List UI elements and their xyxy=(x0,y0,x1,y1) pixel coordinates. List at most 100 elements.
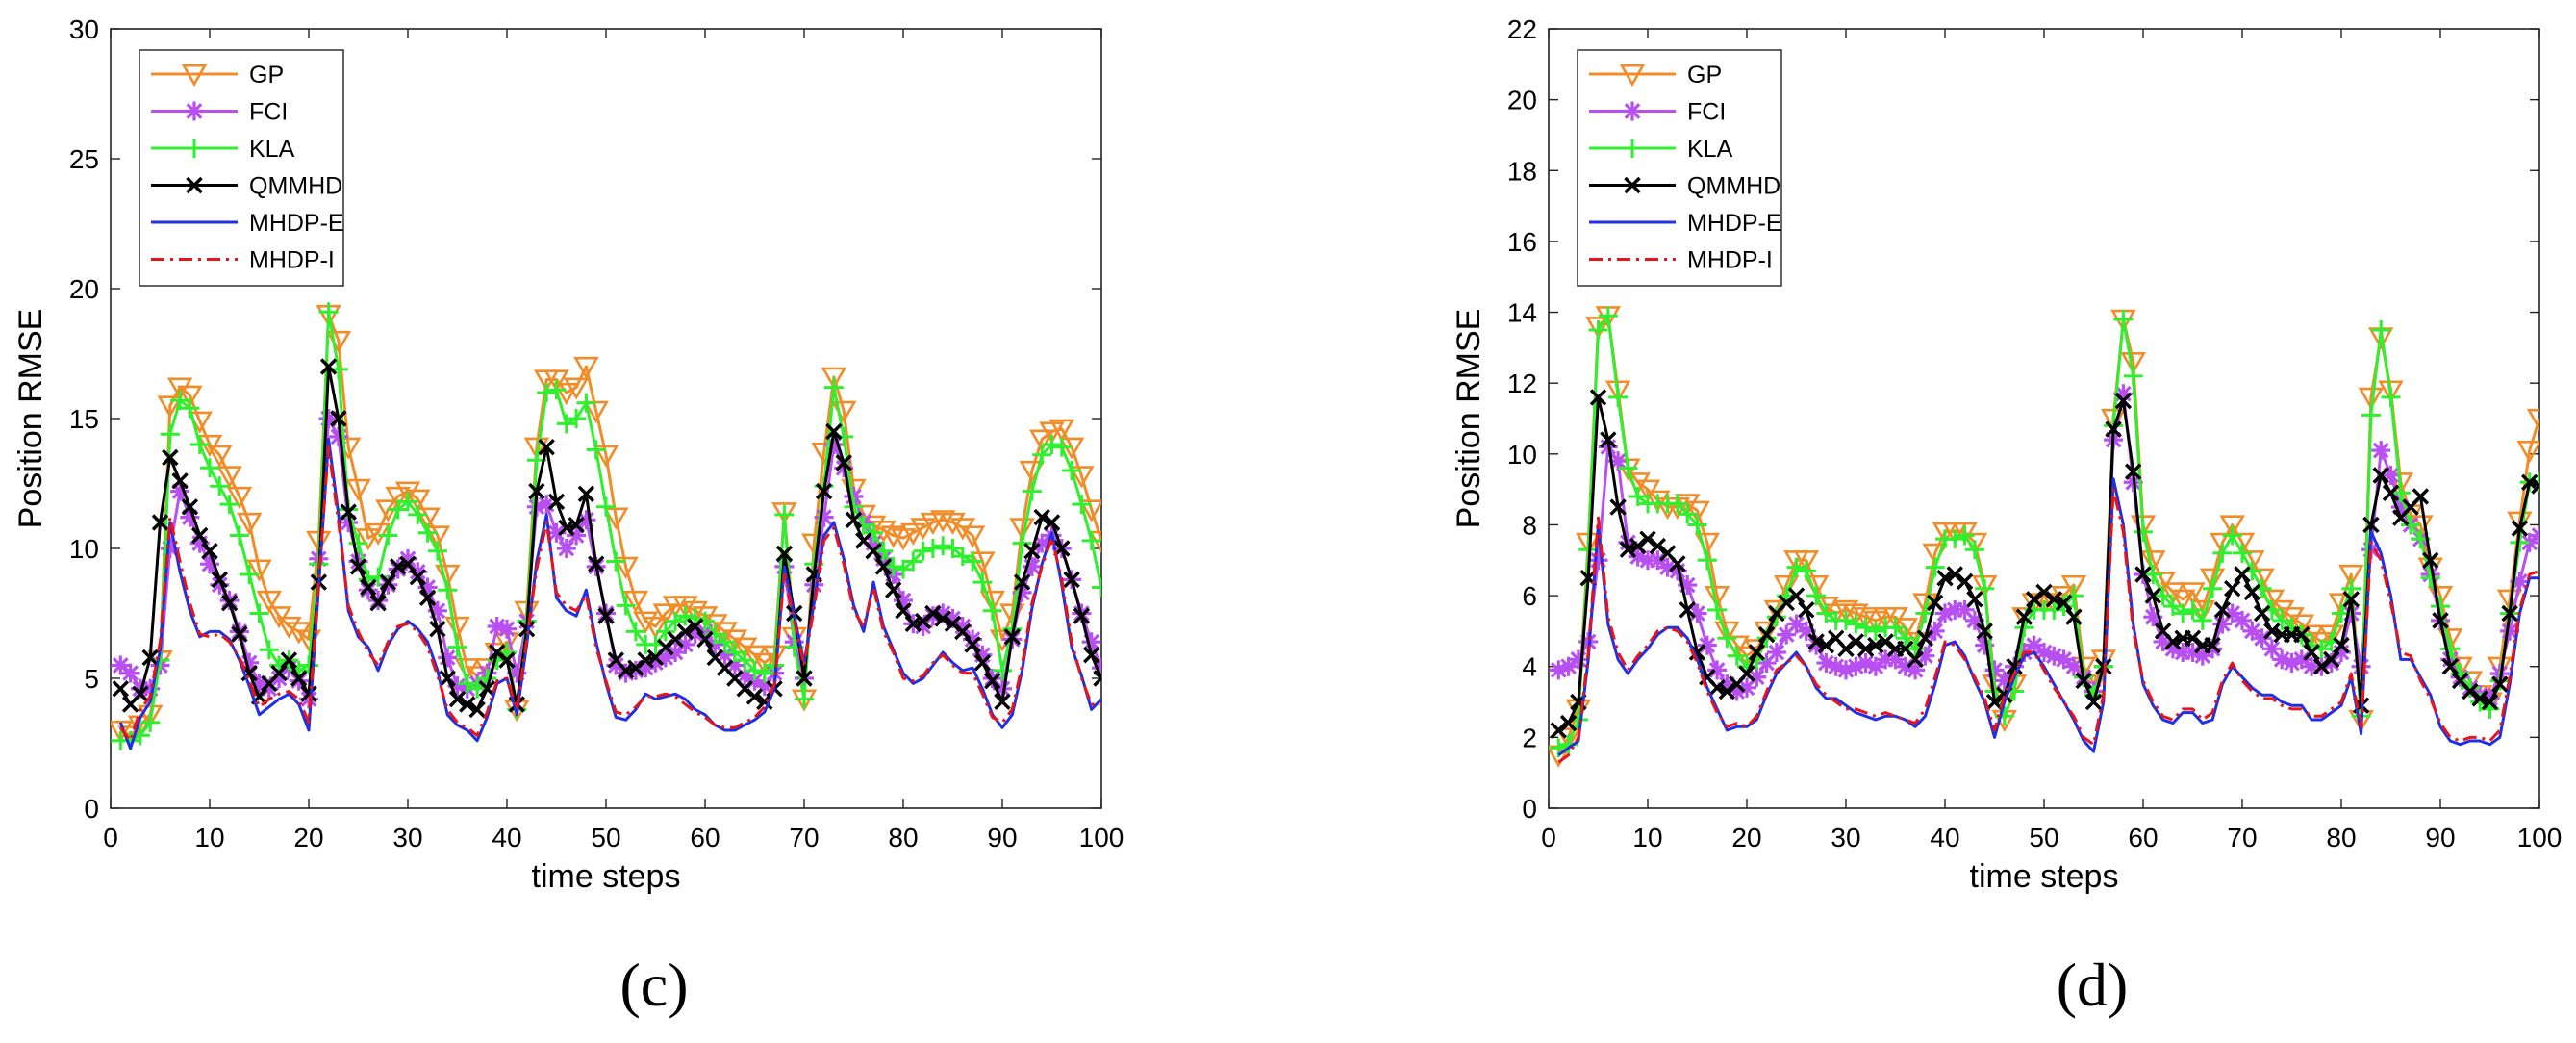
data-point-kla xyxy=(1022,481,1042,501)
data-point-gp xyxy=(355,528,382,551)
data-point-kla xyxy=(2173,603,2193,623)
data-point-fci xyxy=(1727,681,1747,701)
data-point-fci xyxy=(1796,621,1816,641)
data-point-fci xyxy=(645,652,666,673)
y-tick-label: 16 xyxy=(1507,227,1537,257)
data-point-qmmhd xyxy=(2303,644,2320,661)
data-point-kla xyxy=(2134,522,2153,542)
data-point-fci xyxy=(952,617,972,636)
data-point-qmmhd xyxy=(528,482,545,500)
data-point-kla xyxy=(715,632,735,652)
data-point-kla xyxy=(2390,483,2411,503)
data-point-fci xyxy=(2480,688,2500,708)
data-point-fci xyxy=(666,643,686,662)
data-point-fci xyxy=(1964,610,1984,630)
data-point-kla xyxy=(1727,646,1747,666)
data-point-qmmhd xyxy=(2105,420,2122,438)
data-point-kla xyxy=(388,499,408,520)
data-point-qmmhd xyxy=(151,514,169,531)
data-point-qmmhd xyxy=(2055,594,2073,612)
data-point-kla xyxy=(467,678,488,699)
data-point-kla xyxy=(576,393,596,413)
data-point-kla xyxy=(546,380,567,400)
legend-label-kla: KLA xyxy=(249,136,295,163)
data-point-fci xyxy=(2143,607,2163,627)
data-point-gp xyxy=(1971,574,1998,598)
data-point-qmmhd xyxy=(845,511,863,529)
data-point-kla xyxy=(1707,599,1728,620)
data-point-kla xyxy=(903,551,923,572)
data-point-gp xyxy=(643,616,669,640)
data-point-qmmhd xyxy=(2511,520,2529,537)
data-point-qmmhd xyxy=(2114,392,2133,410)
data-point-fci xyxy=(1975,635,1995,655)
data-point-fci xyxy=(1678,575,1698,596)
data-point-fci xyxy=(2242,621,2262,641)
data-point-qmmhd xyxy=(676,623,695,641)
data-point-qmmhd xyxy=(756,693,773,711)
data-point-gp xyxy=(1773,574,1800,598)
data-point-fci xyxy=(240,652,260,673)
data-point-fci xyxy=(2371,441,2391,461)
data-point-kla xyxy=(240,565,260,584)
data-point-kla xyxy=(1042,435,1062,454)
data-point-kla xyxy=(795,689,814,709)
data-point-fci xyxy=(2390,497,2411,518)
data-point-gp xyxy=(2180,582,2206,605)
data-point-qmmhd xyxy=(2441,658,2460,675)
data-point-qmmhd xyxy=(865,542,882,560)
data-point-gp xyxy=(632,611,659,634)
data-point-fci xyxy=(2510,572,2530,592)
chart-panel-c: 0 10 20 30 40 50 60 70 80 90 100 0 5 10 15 20 25 30 time s… xyxy=(13,14,1124,1019)
data-point-gp xyxy=(1754,621,1780,644)
data-point-kla xyxy=(378,525,398,546)
data-point-qmmhd xyxy=(162,448,179,467)
data-point-fci xyxy=(655,648,675,668)
y-tick-label: 8 xyxy=(1522,510,1537,540)
data-point-gp xyxy=(712,622,738,645)
data-point-fci xyxy=(507,663,527,683)
data-point-gp xyxy=(880,525,906,548)
data-point-fci xyxy=(705,634,725,654)
data-point-gp xyxy=(236,512,263,536)
data-point-kla xyxy=(2183,599,2203,620)
data-point-qmmhd xyxy=(1093,670,1101,687)
data-point-gp xyxy=(2358,387,2385,410)
y-tick-label: 10 xyxy=(69,534,99,564)
data-point-fci xyxy=(1766,643,1786,662)
data-point-fci xyxy=(636,658,656,678)
data-point-gp xyxy=(721,629,748,652)
data-point-qmmhd xyxy=(2253,604,2271,623)
data-point-gp xyxy=(444,616,470,640)
data-point-fci xyxy=(1588,550,1608,571)
legend: GP FCI KLA QMMHD MHDP-E MHDP-I xyxy=(139,49,344,287)
data-point-fci xyxy=(2381,465,2401,485)
data-point-kla xyxy=(457,674,477,694)
data-point-fci xyxy=(2113,384,2134,404)
legend-label-qmmhd: QMMHD xyxy=(249,173,342,200)
data-point-fci xyxy=(2034,643,2054,662)
legend-marker-kla xyxy=(1623,139,1642,158)
legend: GP FCI KLA QMMHD MHDP-E MHDP-I xyxy=(1577,49,1782,287)
data-point-qmmhd xyxy=(2531,477,2539,495)
data-point-kla xyxy=(1598,306,1618,326)
data-point-fci xyxy=(864,533,884,553)
data-point-gp xyxy=(1069,466,1095,489)
data-point-qmmhd xyxy=(1867,636,1884,654)
data-point-qmmhd xyxy=(319,358,338,375)
data-point-kla xyxy=(2361,405,2381,425)
data-point-kla xyxy=(1588,319,1608,340)
data-point-qmmhd xyxy=(874,558,893,575)
data-point-qmmhd xyxy=(2124,463,2142,480)
x-tick-label: 80 xyxy=(2326,823,2356,852)
data-point-qmmhd xyxy=(2293,625,2311,644)
data-point-fci xyxy=(844,487,864,506)
data-point-kla xyxy=(993,660,1012,680)
data-point-gp xyxy=(434,564,461,588)
data-point-qmmhd xyxy=(2204,636,2221,654)
data-point-qmmhd xyxy=(2432,612,2449,629)
data-point-kla xyxy=(655,622,675,642)
data-point-gp xyxy=(929,510,956,533)
legend-marker-qmmhd xyxy=(186,176,203,194)
y-tick-label: 5 xyxy=(84,664,99,694)
